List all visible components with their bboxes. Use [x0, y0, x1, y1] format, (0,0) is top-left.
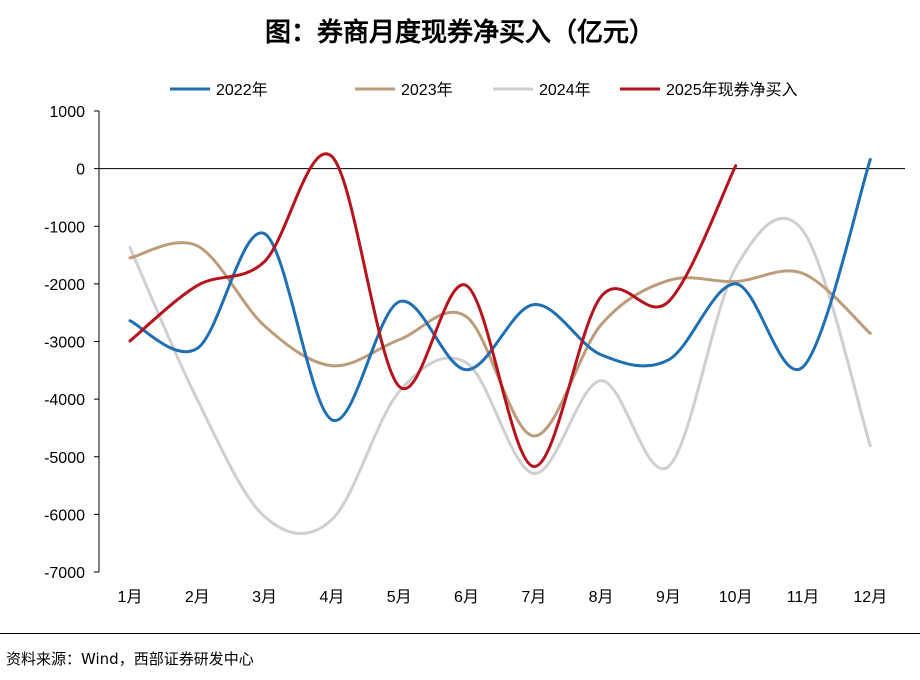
x-tick-label: 1月	[118, 589, 143, 606]
chart-title: 图：券商月度现券净买入（亿元）	[264, 18, 655, 48]
x-tick-label: 5月	[387, 589, 412, 606]
y-tick-label: -2000	[44, 277, 85, 294]
source-note: 资料来源：Wind，西部证券研发中心	[6, 650, 254, 668]
x-tick-label: 6月	[454, 589, 479, 606]
y-tick-label: 1000	[49, 104, 85, 121]
y-tick-label: -3000	[44, 335, 85, 352]
series-line-2025年现券净买入	[128, 152, 738, 469]
legend-label: 2025年现券净买入	[666, 81, 798, 99]
y-tick-label: -4000	[44, 392, 85, 409]
legend-label: 2023年	[401, 81, 453, 99]
x-tick-label: 2月	[185, 589, 210, 606]
y-tick-label: -5000	[44, 450, 85, 467]
line-chart: 1000 0 -1000 -2000 -3000 -4000 -5000 -6000 -7000…	[44, 81, 905, 606]
x-tick-label: 9月	[656, 589, 681, 606]
series-line-2022年	[128, 157, 872, 422]
x-tick-label: 12月	[853, 589, 887, 606]
x-tick-label: 4月	[319, 589, 344, 606]
legend-label: 2024年	[539, 81, 591, 99]
x-tick-label: 11月	[787, 589, 820, 606]
x-tick-label: 3月	[252, 589, 277, 606]
x-tick-label: 10月	[719, 589, 753, 606]
x-tick-label: 7月	[521, 589, 546, 606]
y-tick-label: 0	[76, 162, 85, 179]
x-tick-label: 8月	[589, 589, 614, 606]
y-tick-label: -6000	[44, 507, 85, 524]
y-tick-label: -7000	[44, 565, 85, 582]
y-tick-label: -1000	[44, 219, 85, 236]
divider	[0, 633, 920, 634]
legend-label: 2022年	[216, 81, 268, 99]
series-line-2024年	[128, 216, 872, 535]
